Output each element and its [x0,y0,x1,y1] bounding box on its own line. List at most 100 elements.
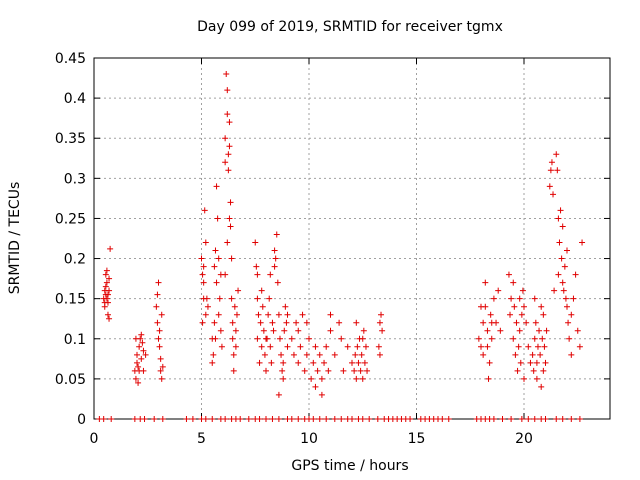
data-point [359,335,366,342]
data-point [280,359,287,366]
data-point [254,295,261,302]
data-point [201,207,208,214]
y-axis-label: SRMTID / TECUs [7,182,23,295]
data-point [200,263,207,270]
data-point [159,416,166,422]
data-point [297,343,304,350]
data-point [235,287,242,294]
data-point [480,319,487,326]
data-point [318,391,325,398]
data-point [230,367,237,374]
data-point [228,295,235,302]
data-point [301,367,308,374]
data-point [562,295,569,302]
data-point [259,303,266,310]
data-point [553,416,560,422]
data-point [140,347,147,354]
data-point [134,359,140,366]
data-point [272,255,279,262]
data-point [200,279,207,286]
y-tick-label: 0.4 [64,91,86,107]
data-point [574,327,581,334]
y-tick-label: 0.45 [55,51,86,67]
data-point [516,295,523,302]
data-point [265,311,272,318]
data-point [530,367,537,374]
data-point [533,359,540,366]
data-point [486,359,493,366]
data-point [531,335,538,342]
data-point [366,416,373,422]
data-point [570,295,577,302]
data-point [101,299,108,306]
data-point [217,327,224,334]
data-point [568,311,575,318]
data-point [495,287,502,294]
data-point [154,319,161,326]
data-point [153,303,160,310]
data-point [142,351,149,358]
data-point [564,247,570,254]
data-point [359,375,366,382]
data-point [280,375,287,382]
data-point [485,375,492,382]
data-point [558,255,565,262]
data-point [157,367,164,374]
data-point [331,351,338,358]
data-point [224,239,231,246]
data-point [353,319,360,326]
data-point [550,191,557,198]
data-point [267,343,274,350]
data-point [183,416,190,422]
x-tick-label: 20 [515,431,533,447]
data-point [281,327,288,334]
data-point [354,343,361,350]
data-point [487,311,494,318]
data-point [361,359,368,366]
data-point [198,255,205,262]
data-point [227,199,234,206]
data-point [253,263,260,270]
data-point [100,416,107,422]
data-point [316,351,323,358]
data-point [547,167,554,174]
data-point [488,335,495,342]
data-point [295,416,302,422]
data-point [344,343,351,350]
data-point [525,343,532,350]
data-point [508,416,515,422]
data-points [96,71,586,422]
data-point [276,335,283,342]
data-point [256,359,263,366]
data-point [518,416,525,422]
data-point [336,319,343,326]
data-point [216,295,223,302]
data-point [134,351,140,358]
data-point [260,327,267,334]
data-point [283,319,290,326]
data-point [104,291,111,298]
data-point [548,159,555,166]
tick-labels: 0 0.05 0.1 0.15 0.2 0.25 0.3 0.35 0.4 0.45 0 5 10 15 2… [55,51,533,447]
data-point [323,416,330,422]
data-point [288,416,295,422]
data-point [379,327,386,334]
x-tick-label: 0 [90,431,99,447]
data-point [252,239,259,246]
data-point [349,416,355,422]
data-point [225,167,232,174]
data-point [231,303,238,310]
data-point [155,335,162,342]
data-point [539,335,546,342]
data-point [106,275,113,282]
data-point [202,416,209,422]
y-tick-label: 0.15 [55,292,86,308]
data-point [529,351,536,358]
data-point [270,327,277,334]
data-point [523,319,530,326]
data-point [484,343,491,350]
data-point [106,287,113,294]
data-point [537,351,544,358]
data-point [275,391,282,398]
data-point [543,327,550,334]
